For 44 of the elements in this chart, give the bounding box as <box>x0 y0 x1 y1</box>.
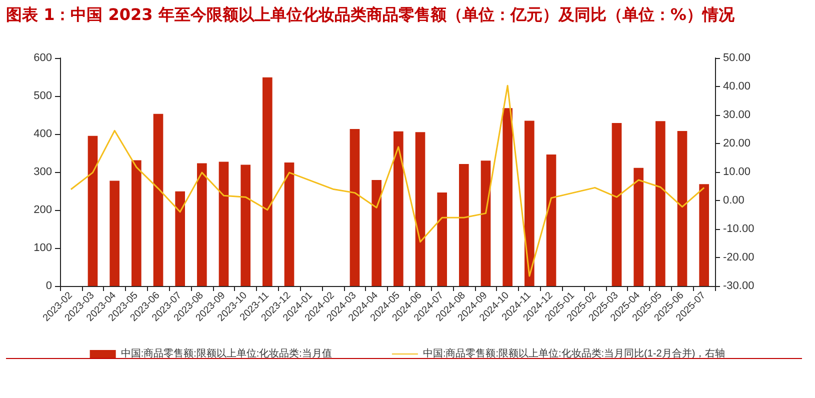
line-series <box>70 84 705 277</box>
y-tick-label: 300 <box>34 166 52 178</box>
bar <box>699 184 709 286</box>
y2-tick-label: -10.00 <box>723 223 754 235</box>
bar <box>612 122 622 286</box>
y-tick-label: 0 <box>46 280 52 292</box>
bar <box>677 130 688 286</box>
chart-title: 图表 1：中国 2023 年至今限额以上单位化妆品类商品零售额（单位：亿元）及同比（单位：%）情况 <box>6 4 736 26</box>
y2-tick-label: -30.00 <box>723 280 754 292</box>
bar <box>153 114 164 286</box>
bar <box>415 132 426 286</box>
y-tick-label: 400 <box>34 128 52 140</box>
bar <box>524 120 534 286</box>
bar <box>437 192 447 286</box>
bar <box>372 180 382 286</box>
bar <box>218 162 229 286</box>
bar <box>132 160 142 286</box>
y-tick-label: 600 <box>34 52 52 64</box>
bar <box>284 162 294 286</box>
y-tick-label: 200 <box>34 204 52 216</box>
y2-tick-label: 10.00 <box>723 166 751 178</box>
y2-tick-label: 50.00 <box>723 52 751 64</box>
y2-tick-label: 30.00 <box>723 109 751 121</box>
bar <box>656 121 666 286</box>
bar <box>88 136 98 286</box>
legend-label: 中国:商品零售额:限额以上单位:化妆品类:当月值 <box>120 348 332 360</box>
bar <box>175 191 185 286</box>
y-tick-label: 100 <box>34 242 52 254</box>
bar <box>634 168 644 286</box>
y-tick-label: 500 <box>34 90 52 102</box>
bar <box>480 160 491 286</box>
bar <box>197 163 207 286</box>
bar <box>502 108 512 286</box>
y2-tick-label: 20.00 <box>723 138 751 150</box>
bar <box>240 164 250 286</box>
y2-tick-label: -20.00 <box>723 252 754 264</box>
bar <box>546 154 556 286</box>
y2-tick-label: 40.00 <box>723 80 751 92</box>
bar <box>350 129 360 286</box>
bar <box>262 77 272 286</box>
bar <box>394 131 404 286</box>
y2-tick-label: 0.00 <box>723 194 744 206</box>
bar <box>110 180 120 286</box>
bar <box>459 164 469 286</box>
